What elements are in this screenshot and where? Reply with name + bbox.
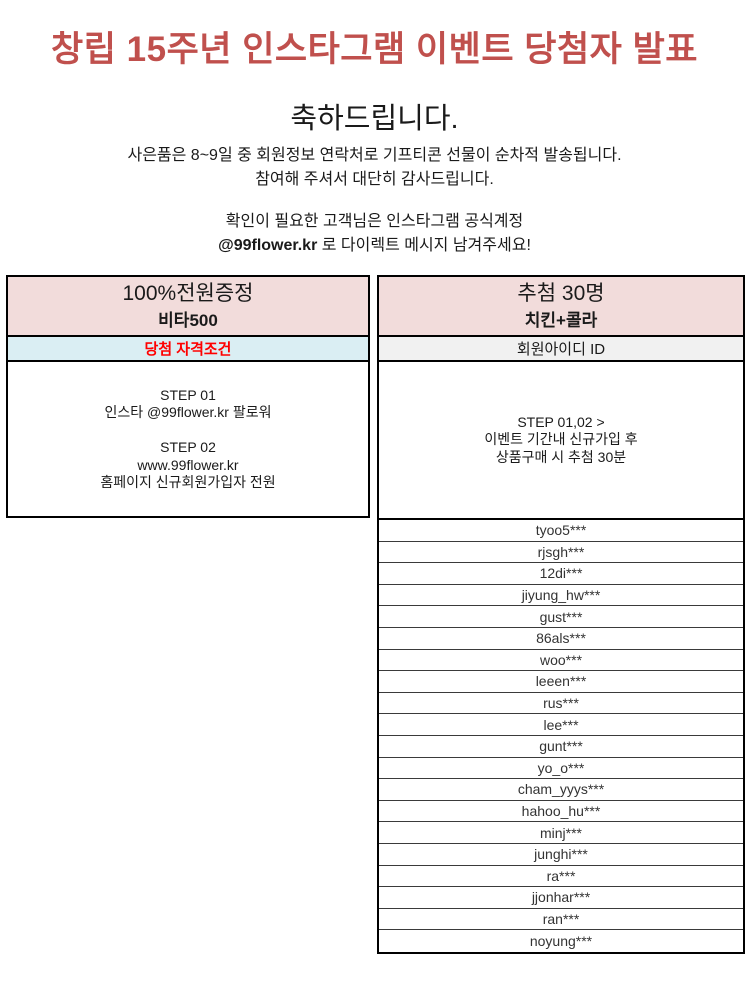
winner-id-row: lee*** [379,714,743,736]
winner-id-row: woo*** [379,650,743,672]
gift-table-header-title: 100%전원증정 [122,282,254,305]
winner-id-row: 12di*** [379,563,743,585]
page-title: 창립 15주년 인스타그램 이벤트 당첨자 발표 [51,30,698,69]
gift-table-header-prize: 비타500 [158,311,218,330]
winner-id-row: rus*** [379,693,743,715]
winner-id-row: jjonhar*** [379,887,743,909]
winner-id-row: noyung*** [529,933,593,950]
winner-id-row: yo_o*** [379,758,743,780]
contact-line2: 로 다이렉트 메시지 남겨주세요! [317,237,531,254]
winner-id-row: junghi*** [379,844,743,866]
congrats-heading: 축하드립니다. [290,103,459,135]
winner-id-row: gust*** [379,606,743,628]
event-announcement-page: 창립 15주년 인스타그램 이벤트 당첨자 발표 축하드립니다. 사은품은 8~… [0,26,749,954]
gift-table-header: 100%전원증정 비타500 [8,277,368,337]
winner-id-row: minj*** [379,822,743,844]
raffle-table: 추첨 30명 치킨+콜라 회원아이디 ID STEP 01,02 > 이벤트 기… [377,275,745,954]
winner-id-row: ran*** [379,909,743,931]
raffle-table-header: 추첨 30명 치킨+콜라 [379,277,743,337]
contact-text: 확인이 필요한 고객님은 인스타그램 공식계정 @99flower.kr 로 다이… [0,210,749,258]
gift-table-steps: STEP 01 인스타 @99flower.kr 팔로워 STEP 02 www… [100,386,276,491]
winner-id-row: cham_yyys*** [379,779,743,801]
winner-id-row: tyoo5*** [379,520,743,542]
intro-text: 사은품은 8~9일 중 회원정보 연락처로 기프티콘 선물이 순차적 발송됩니다… [127,147,622,188]
raffle-table-header-title: 추첨 30명 [517,282,605,305]
raffle-table-subheader: 회원아이디 ID [379,337,743,362]
raffle-table-steps: STEP 01,02 > 이벤트 기간내 신규가입 후 상품구매 시 추첨 30… [379,362,743,520]
winner-id-row: gunt*** [379,736,743,758]
raffle-table-header-prize: 치킨+콜라 [524,311,598,330]
winner-id-list: tyoo5*** rjsgh*** 12di*** jiyung_hw*** gust*… [379,520,743,952]
gift-table-subheader: 당첨 자격조건 [8,337,368,362]
winner-id-row: hahoo_hu*** [379,801,743,823]
winner-id-row: 86als*** [379,628,743,650]
instagram-handle: @99flower.kr [218,237,318,254]
tables-section: 100%전원증정 비타500 당첨 자격조건 STEP 01 인스타 @99fl… [6,275,745,954]
winner-id-row: leeen*** [379,671,743,693]
winner-id-row: jiyung_hw*** [379,585,743,607]
winner-id-row: ra*** [379,866,743,888]
winner-id-row: rjsgh*** [379,542,743,564]
gift-table: 100%전원증정 비타500 당첨 자격조건 STEP 01 인스타 @99fl… [6,275,370,518]
contact-line1: 확인이 필요한 고객님은 인스타그램 공식계정 [225,213,524,230]
